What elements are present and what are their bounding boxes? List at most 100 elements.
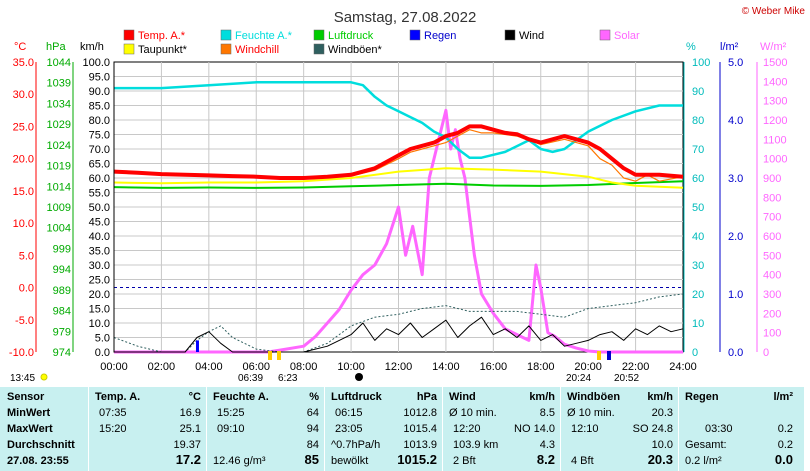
series-line-luftdruck — [113, 180, 684, 189]
stats-gusts-avg-label: Ø 10 min. — [567, 407, 615, 419]
stats-row-min: MinWert — [7, 407, 51, 419]
kmh-axis-tick-label: 20.0 — [89, 289, 110, 301]
stats-sensor-column: Sensor MinWert MaxWert Durchschnitt 27.0… — [0, 387, 88, 471]
axis-unit-label: km/h — [80, 41, 104, 53]
stats-pressure-weather: bewölkt — [331, 455, 369, 467]
stats-wind-max-time: 12:20 — [453, 423, 481, 435]
legend-swatch — [599, 29, 611, 41]
kmh-axis-tick-label: 45.0 — [89, 217, 110, 229]
time-axis-tick-label: 24:00 — [669, 361, 697, 373]
legend-label: Regen — [424, 30, 456, 42]
solar-axis-tick-label: 500 — [763, 250, 781, 262]
celsius-axis-tick-label: 0.0 — [19, 283, 34, 295]
hpa-axis-tick-label: 999 — [53, 243, 71, 255]
percent-axis-tick-label: 60 — [692, 173, 704, 185]
stats-temp-max-time: 15:20 — [99, 423, 127, 435]
kmh-axis-tick-label: 55.0 — [89, 188, 110, 200]
new-moon-icon — [355, 373, 363, 381]
legend-label: Wind — [519, 30, 544, 42]
stats-row-avg: Durchschnitt — [7, 439, 75, 451]
series-line-wind — [114, 316, 684, 353]
solar-axis-tick-label: 100 — [763, 328, 781, 340]
stats-wind-avg-label: Ø 10 min. — [449, 407, 497, 419]
stats-humidity-absolute: 12.46 g/m³ — [213, 455, 266, 467]
time-axis-tick-label: 08:00 — [290, 361, 318, 373]
stats-rain-time: 03:30 — [705, 423, 733, 435]
kmh-axis-tick-label: 80.0 — [89, 115, 110, 127]
kmh-axis-tick-label: 90.0 — [89, 86, 110, 98]
solar-axis-tick-label: 1200 — [763, 115, 787, 127]
percent-axis-tick-label: 40 — [692, 231, 704, 243]
stats-temp-avg: 19.37 — [173, 439, 201, 451]
solar-axis-tick-label: 0 — [763, 347, 769, 359]
stats-gusts-avg10: 20.3 — [651, 407, 673, 419]
solar-axis-tick-label: 600 — [763, 231, 781, 243]
stats-wind-max: NO 14.0 — [514, 423, 555, 435]
percent-axis-tick-label: 100 — [692, 57, 710, 69]
series-line-windb-en — [113, 293, 684, 353]
time-axis-tick-label: 14:00 — [432, 361, 460, 373]
legend-label: Luftdruck — [328, 30, 374, 42]
legend-swatch — [409, 29, 421, 41]
time-axis-tick-label: 00:00 — [100, 361, 128, 373]
stats-humidity-min: 64 — [306, 407, 319, 419]
rain-axis-tick-label: 5.0 — [728, 57, 743, 69]
legend-swatch — [313, 43, 325, 55]
rain-axis-tick-label: 3.0 — [728, 173, 743, 185]
solar-axis-tick-label: 200 — [763, 308, 781, 320]
stats-rain-column: Regen l/m² 03:30 0.2 Gesamt: 0.2 0.2 l/m² 0.… — [678, 387, 799, 471]
stats-rain-rate: 0.2 l/m² — [685, 455, 722, 467]
hpa-axis-tick-label: 1009 — [47, 202, 71, 214]
kmh-axis-tick-label: 25.0 — [89, 275, 110, 287]
stats-wind-header: Wind — [449, 391, 476, 403]
legend-label: Feuchte A.* — [235, 30, 293, 42]
stats-pressure-unit: hPa — [416, 391, 437, 403]
celsius-axis-tick-label: 30.0 — [13, 89, 34, 101]
kmh-axis-tick-label: 5.0 — [95, 333, 110, 345]
hpa-axis-tick-label: 1024 — [47, 140, 71, 152]
hpa-axis-tick-label: 1044 — [47, 57, 71, 69]
chart-legend: Temp. A.* Feuchte A.* Luftdruck Regen Wind So… — [123, 29, 640, 56]
chart-title: Samstag, 27.08.2022 — [334, 9, 477, 26]
axis-unit-label: hPa — [46, 41, 66, 53]
solar-axis-tick-label: 1400 — [763, 76, 787, 88]
stats-pressure-header: Luftdruck — [331, 391, 382, 403]
stats-temp-max: 25.1 — [179, 423, 201, 435]
stats-gusts-max: SO 24.8 — [632, 423, 673, 435]
kmh-axis-tick-label: 85.0 — [89, 101, 110, 113]
stats-humidity-header: Feuchte A. — [213, 391, 269, 403]
kmh-axis-tick-label: 75.0 — [89, 130, 110, 142]
axis-unit-label: W/m² — [760, 41, 787, 53]
solar-axis-tick-label: 800 — [763, 192, 781, 204]
stats-temp-header: Temp. A. — [95, 391, 141, 403]
legend-label: Temp. A.* — [138, 30, 186, 42]
rain-bar — [195, 340, 199, 352]
stats-wind-column: Wind km/h Ø 10 min. 8.5 12:20 NO 14.0 103.9… — [442, 387, 561, 471]
percent-axis-tick-label: 10 — [692, 318, 704, 330]
stats-pressure-avg: 1013.9 — [403, 439, 437, 451]
hpa-axis-tick-label: 1004 — [47, 223, 71, 235]
statistics-table: Sensor MinWert MaxWert Durchschnitt 27.0… — [0, 387, 804, 471]
sun-marker-icon — [277, 351, 281, 360]
hpa-axis-tick-label: 1014 — [47, 181, 71, 193]
percent-axis-tick-label: 90 — [692, 86, 704, 98]
stats-gusts-current: 20.3 — [647, 452, 673, 467]
sun-marker-icon — [607, 351, 611, 360]
axis-unit-label: l/m² — [720, 41, 739, 53]
hpa-axis-tick-label: 1029 — [47, 119, 71, 131]
stats-humidity-max: 94 — [306, 423, 319, 435]
stats-wind-current: 8.2 — [536, 452, 555, 467]
kmh-axis-tick-label: 0.0 — [95, 347, 110, 359]
stats-pressure-max: 1015.4 — [403, 423, 437, 435]
stats-pressure-trend: ^0.7hPa/h — [331, 439, 381, 451]
plot-axes: 35.0 30.0 25.0 20.0 15.0 10.0 5.0 0.0 -5.0 -10.0 1… — [9, 6, 806, 384]
time-axis-tick-label: 10:00 — [337, 361, 365, 373]
kmh-axis-tick-label: 65.0 — [89, 159, 110, 171]
sunrise-civil-label: 6:23 — [278, 373, 298, 384]
stats-wind-avg: 4.3 — [539, 439, 555, 451]
rain-axis-tick-label: 0.0 — [728, 347, 743, 359]
stats-rain-header: Regen — [685, 391, 719, 403]
hpa-axis-tick-label: 984 — [53, 306, 71, 318]
stats-wind-avg10: 8.5 — [539, 407, 555, 419]
solar-axis-tick-label: 300 — [763, 289, 781, 301]
